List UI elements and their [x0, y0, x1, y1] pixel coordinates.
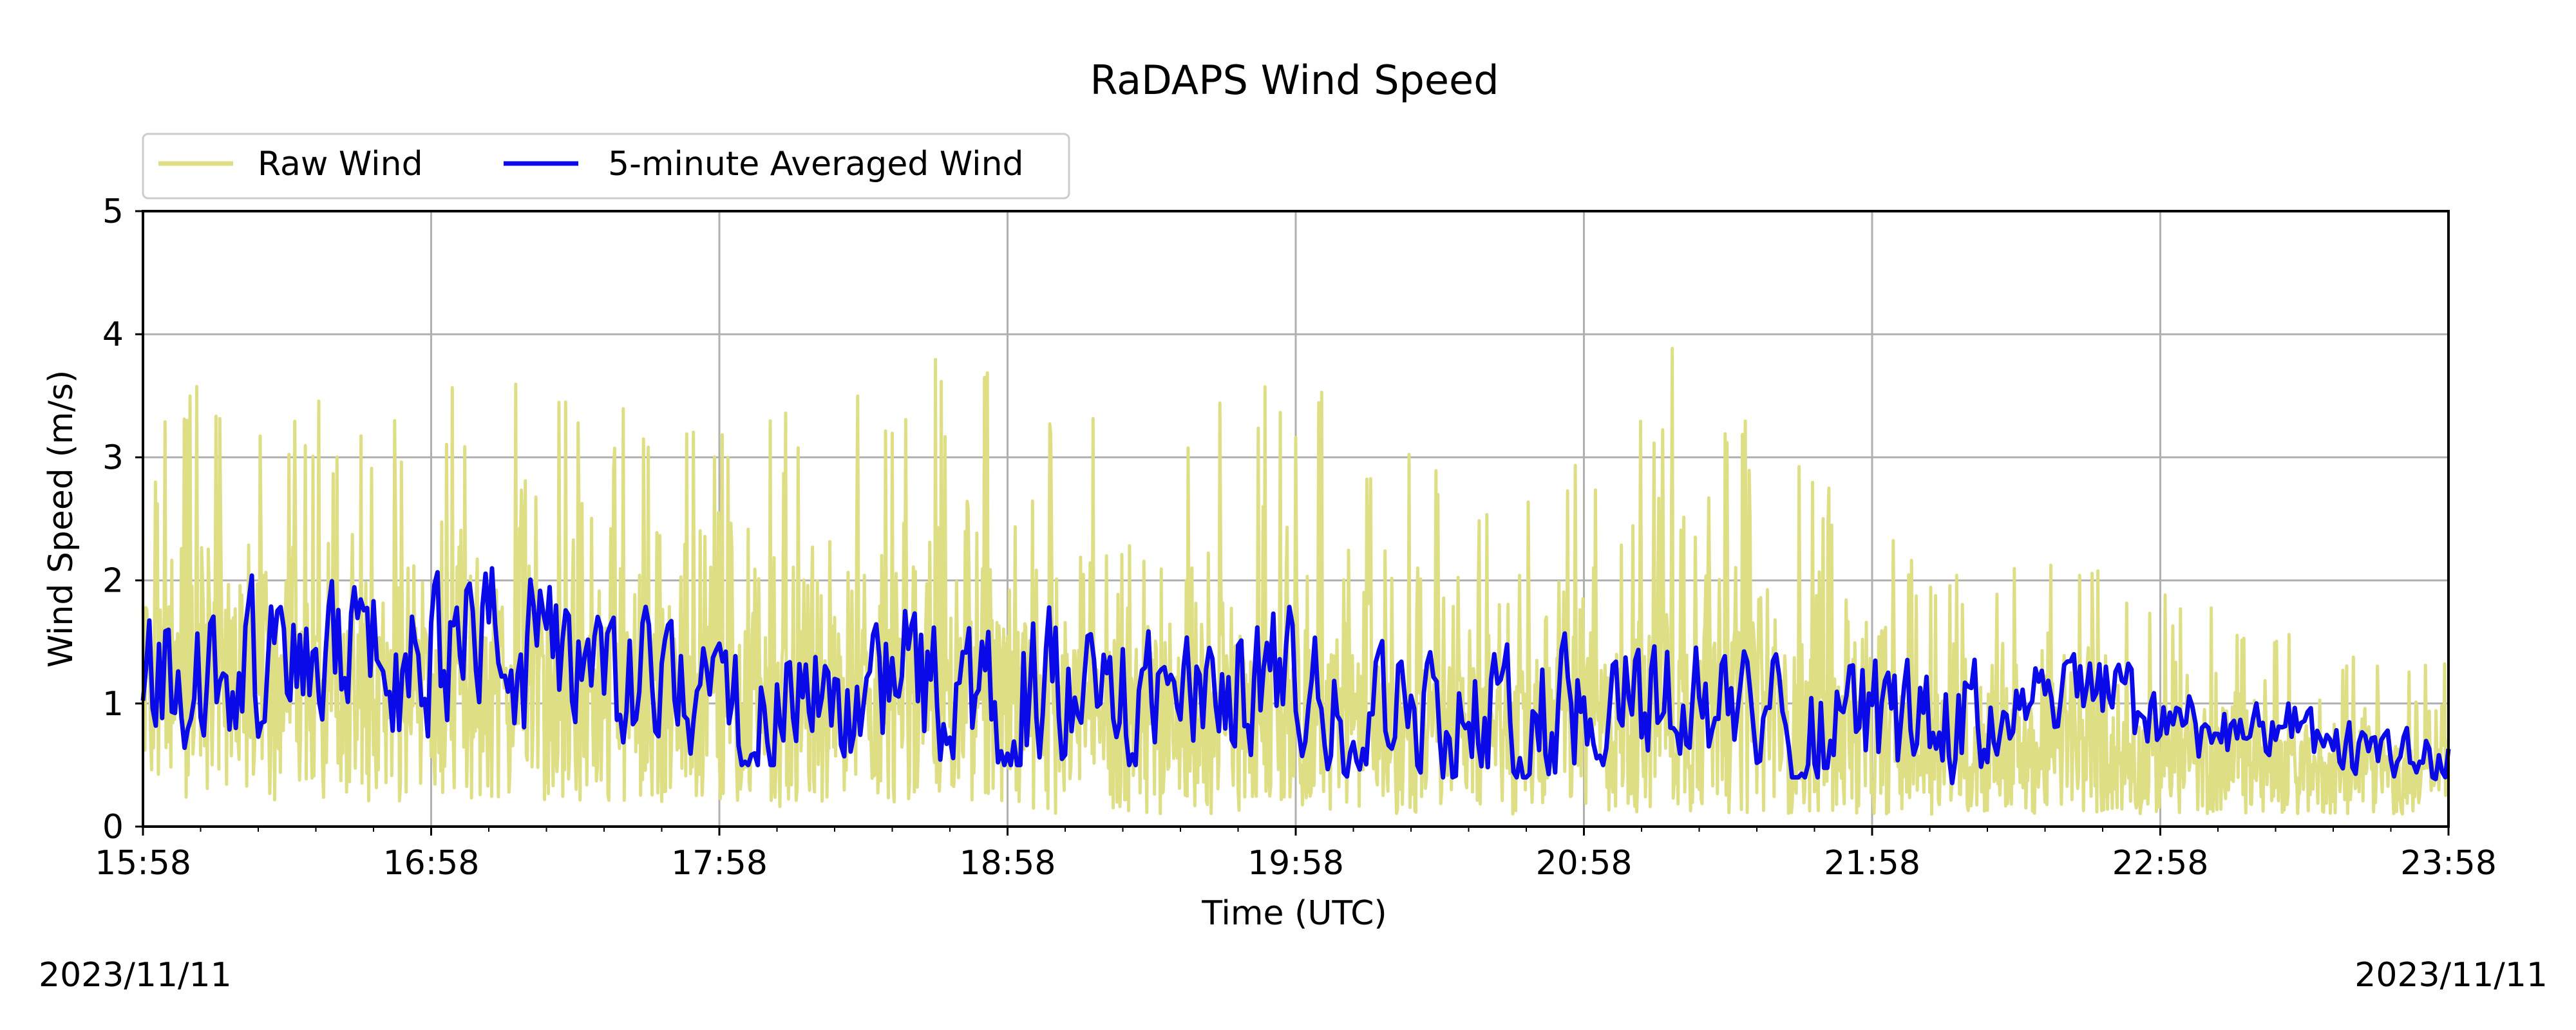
y-axis-label: Wind Speed (m/s) [42, 370, 80, 668]
y-tick-label: 1 [102, 685, 124, 724]
raw-wind-line [141, 346, 2450, 816]
chart-title: RaDAPS Wind Speed [1090, 57, 1499, 104]
x-tick-label: 21:58 [1824, 844, 1920, 883]
x-tick-label: 22:58 [2112, 844, 2209, 883]
x-tick-label: 20:58 [1536, 844, 1633, 883]
legend: Raw Wind 5-minute Averaged Wind [142, 133, 1070, 200]
x-tick-label: 23:58 [2400, 844, 2497, 883]
x-tick-label: 17:58 [671, 844, 768, 883]
end-date-label: 2023/11/11 [2354, 956, 2548, 995]
y-tick-label: 2 [102, 562, 124, 601]
y-tick-label: 4 [102, 315, 124, 354]
legend-averaged-wind-label: 5-minute Averaged Wind [608, 145, 1024, 183]
x-axis-label: Time (UTC) [1201, 894, 1387, 933]
averaged-wind-line [140, 566, 2451, 785]
start-date-label: 2023/11/11 [39, 956, 232, 995]
averaged-wind-series [140, 566, 2451, 785]
x-tick-label: 15:58 [95, 844, 191, 883]
x-tick-label: 19:58 [1247, 844, 1344, 883]
raw-wind-series [141, 346, 2450, 816]
legend-box [142, 133, 1070, 200]
x-tick-label: 18:58 [960, 844, 1056, 883]
legend-raw-wind-label: Raw Wind [258, 145, 423, 183]
y-tick-label: 3 [102, 438, 124, 477]
axis-ticks: 0 1 2 3 4 5 15:58 16:58 17:58 18:58 19:58 20:58 21:5… [95, 192, 2497, 883]
y-tick-label: 5 [102, 192, 124, 231]
x-tick-label: 16:58 [383, 844, 480, 883]
y-tick-label: 0 [102, 808, 124, 847]
